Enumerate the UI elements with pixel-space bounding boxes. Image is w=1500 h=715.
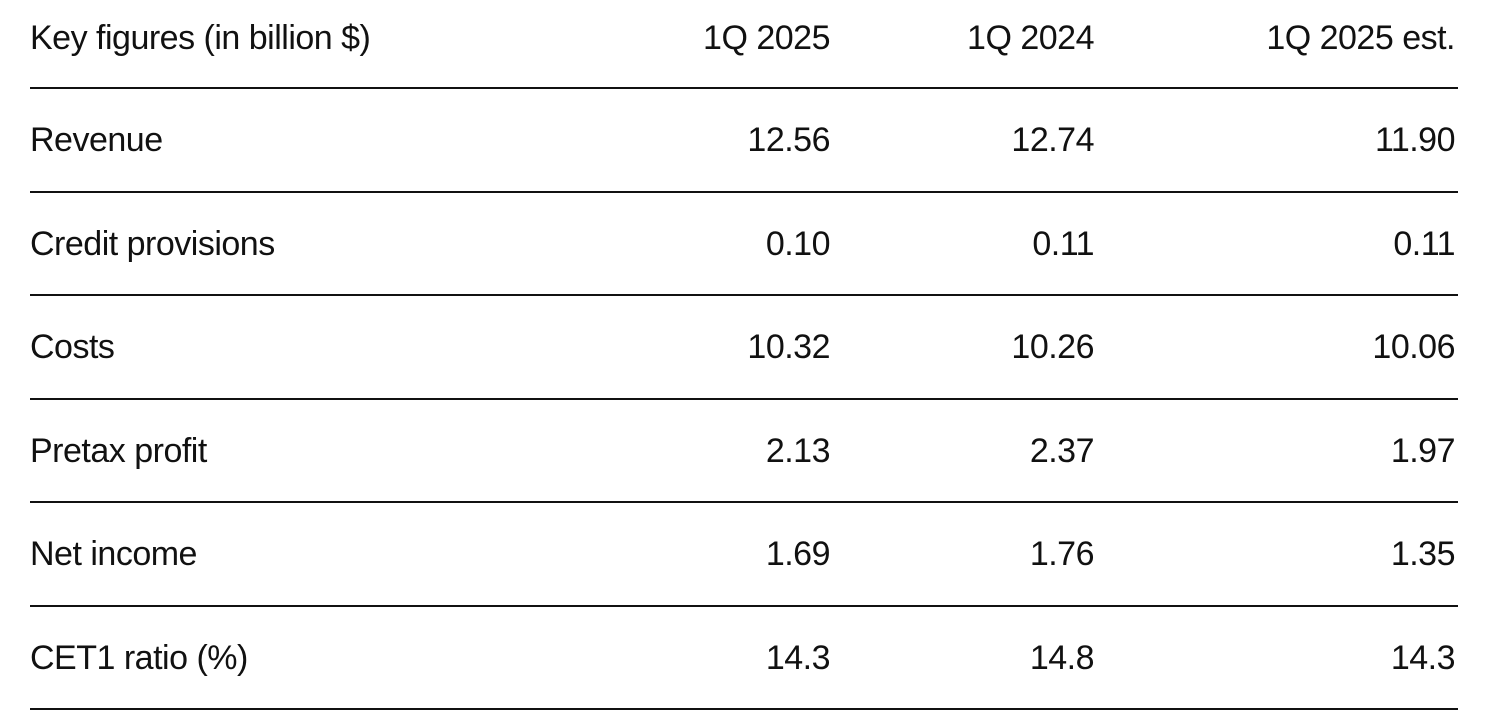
value-cell: 2.13 <box>765 431 831 470</box>
value-cell: 10.06 <box>1372 328 1455 366</box>
header-cell: 1Q 2024 <box>967 19 1094 57</box>
value-cell: 14.8 <box>1029 638 1095 677</box>
value-cell: 2.37 <box>1029 431 1095 470</box>
value-cell: 10.32 <box>747 328 830 366</box>
value-cell: 12.74 <box>1011 121 1094 159</box>
row-divider <box>30 294 1458 296</box>
row-label: CET1 ratio (%) <box>30 638 248 677</box>
row-divider <box>30 397 1458 400</box>
row-label: Revenue <box>30 121 163 159</box>
value-cell: 14.3 <box>1390 638 1456 677</box>
value-cell: 0.11 <box>1032 224 1094 263</box>
value-cell: 0.10 <box>765 224 831 263</box>
row-label: Pretax profit <box>30 431 207 470</box>
row-label: Credit provisions <box>30 224 275 263</box>
row-divider <box>30 190 1458 193</box>
header-cell: 1Q 2025 <box>703 19 830 57</box>
value-cell: 1.76 <box>1029 535 1095 573</box>
header-cell: 1Q 2025 est. <box>1266 19 1455 57</box>
value-cell: 1.69 <box>765 535 831 573</box>
header-cell: Key figures (in billion $) <box>30 19 371 57</box>
row-label: Costs <box>30 328 115 366</box>
value-cell: 1.35 <box>1390 535 1456 573</box>
value-cell: 14.3 <box>765 638 831 677</box>
row-label: Net income <box>30 535 197 573</box>
value-cell: 12.56 <box>747 121 830 159</box>
value-cell: 1.97 <box>1390 431 1456 470</box>
value-cell: 10.26 <box>1011 328 1094 366</box>
row-divider <box>30 87 1458 89</box>
row-divider <box>30 501 1458 503</box>
row-divider <box>30 604 1458 607</box>
value-cell: 11.90 <box>1374 121 1456 159</box>
row-divider <box>30 708 1458 710</box>
value-cell: 0.11 <box>1393 224 1455 263</box>
